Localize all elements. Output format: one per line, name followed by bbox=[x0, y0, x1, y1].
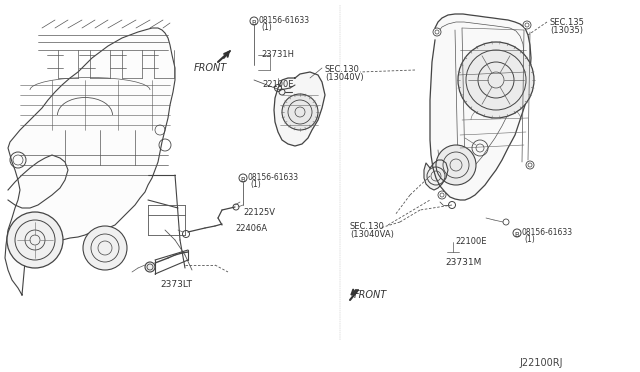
Text: 08156-61633: 08156-61633 bbox=[522, 228, 573, 237]
Circle shape bbox=[7, 212, 63, 268]
Circle shape bbox=[433, 28, 441, 36]
Circle shape bbox=[526, 161, 534, 169]
Text: (13040VA): (13040VA) bbox=[350, 230, 394, 239]
Text: 22406A: 22406A bbox=[235, 224, 267, 233]
Text: (1): (1) bbox=[250, 180, 260, 189]
Text: J22100RJ: J22100RJ bbox=[520, 358, 563, 368]
Text: (1): (1) bbox=[524, 235, 535, 244]
Circle shape bbox=[282, 94, 318, 130]
Text: 22100E: 22100E bbox=[262, 80, 294, 89]
Text: B: B bbox=[241, 176, 245, 183]
Text: (13040V): (13040V) bbox=[325, 73, 364, 82]
Circle shape bbox=[458, 42, 534, 118]
Text: B: B bbox=[252, 19, 257, 26]
Circle shape bbox=[438, 191, 446, 199]
Text: FRONT: FRONT bbox=[194, 63, 227, 73]
Text: SEC.135: SEC.135 bbox=[550, 18, 585, 27]
Polygon shape bbox=[430, 14, 531, 200]
Polygon shape bbox=[424, 160, 448, 190]
Text: SEC.130: SEC.130 bbox=[350, 222, 385, 231]
Text: (1): (1) bbox=[261, 23, 272, 32]
Text: 08156-61633: 08156-61633 bbox=[248, 173, 299, 182]
Text: SEC.130: SEC.130 bbox=[325, 65, 360, 74]
Polygon shape bbox=[274, 72, 325, 146]
Polygon shape bbox=[5, 28, 175, 295]
Text: (13035): (13035) bbox=[550, 26, 583, 35]
Text: 23731M: 23731M bbox=[445, 258, 481, 267]
Text: 08156-61633: 08156-61633 bbox=[259, 16, 310, 25]
Circle shape bbox=[83, 226, 127, 270]
Text: 23731H: 23731H bbox=[261, 50, 294, 59]
Circle shape bbox=[145, 262, 155, 272]
Text: B: B bbox=[515, 231, 520, 237]
Text: FRONT: FRONT bbox=[354, 290, 387, 300]
Circle shape bbox=[523, 21, 531, 29]
Text: 22100E: 22100E bbox=[455, 237, 486, 246]
Circle shape bbox=[436, 145, 476, 185]
Text: 22125V: 22125V bbox=[243, 208, 275, 217]
Text: 2373LT: 2373LT bbox=[160, 280, 192, 289]
